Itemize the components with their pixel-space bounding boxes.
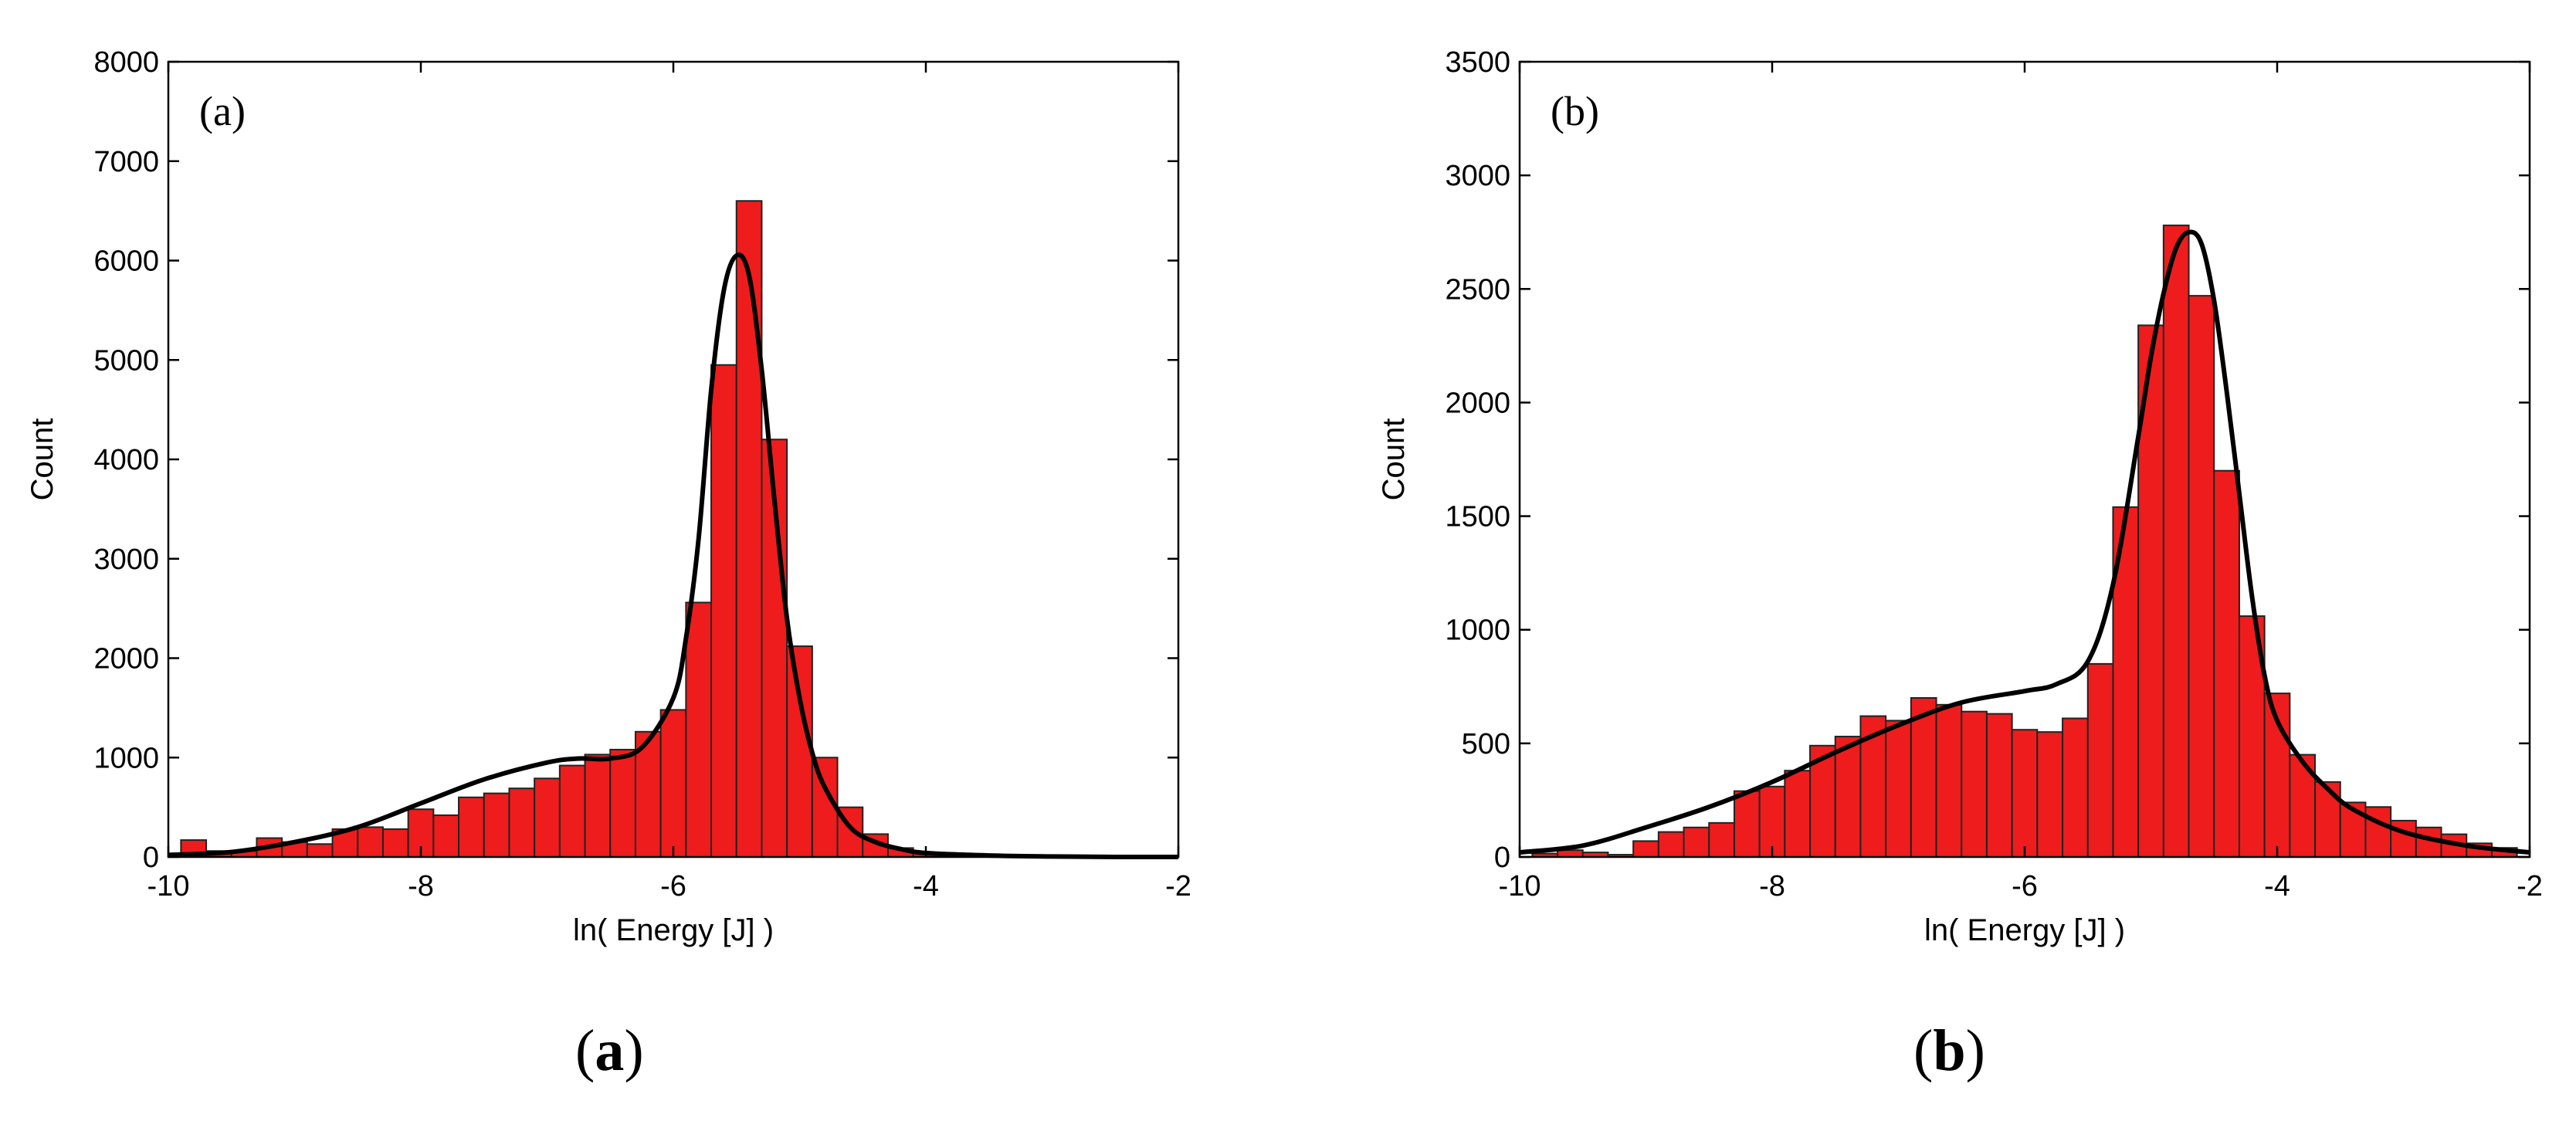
histogram-bar bbox=[2364, 806, 2392, 859]
y-tick-label: 1000 bbox=[93, 742, 159, 774]
histogram-bar bbox=[2036, 731, 2064, 859]
y-tick-label: 0 bbox=[1494, 842, 1510, 874]
histogram-bar bbox=[381, 828, 409, 858]
x-tick-label: -6 bbox=[660, 870, 686, 903]
y-tick-label: 3500 bbox=[1445, 46, 1510, 79]
histogram-bar bbox=[1733, 790, 1761, 858]
fit-curve bbox=[168, 252, 1178, 860]
y-tick-label: 2500 bbox=[1445, 273, 1510, 306]
x-tick-label: -10 bbox=[1499, 870, 1541, 903]
chart-panel-b: -10 -8 -6 -4 -2 0 500 1000 1500 2000 2500 3000 3500 l… bbox=[1377, 46, 2543, 947]
histogram-bar bbox=[483, 792, 510, 858]
y-tick-label: 4000 bbox=[93, 444, 159, 476]
x-tick-label: -6 bbox=[2012, 870, 2038, 903]
x-axis-label: ln( Energy [J] ) bbox=[573, 913, 774, 947]
histogram-bar bbox=[685, 601, 713, 859]
histogram-bar bbox=[458, 796, 485, 858]
x-tick-label: -8 bbox=[1759, 870, 1785, 903]
histogram-bar bbox=[2213, 469, 2240, 858]
y-tick-label: 2000 bbox=[1445, 387, 1510, 419]
y-tick-label: 8000 bbox=[93, 46, 159, 79]
y-tick-label: 1500 bbox=[1445, 501, 1510, 533]
histogram-bar bbox=[2390, 819, 2417, 859]
panel-label: (a) bbox=[199, 88, 246, 134]
y-tick-label: 500 bbox=[1462, 728, 1510, 760]
histogram-bar bbox=[1758, 785, 1786, 858]
histogram-bar bbox=[1683, 826, 1710, 858]
y-tick-label: 2000 bbox=[93, 643, 159, 676]
histogram-bar bbox=[1557, 849, 1584, 858]
histogram-bar bbox=[357, 826, 384, 858]
panel-label: (b) bbox=[1551, 88, 1599, 134]
histogram-bar bbox=[2011, 729, 2039, 859]
x-tick-label: -8 bbox=[408, 870, 434, 903]
histogram-bar bbox=[508, 787, 536, 858]
y-tick-label: 3000 bbox=[93, 544, 159, 576]
x-tick-label: -4 bbox=[913, 870, 939, 903]
histogram-bar bbox=[1910, 697, 1937, 858]
chart-panel-a: -10 -8 -6 -4 -2 0 1000 2000 3000 4000 5000 6000 7000… bbox=[25, 46, 1191, 947]
histogram-bar bbox=[1657, 831, 1685, 858]
histogram-bar bbox=[1834, 736, 1862, 858]
histogram-bar bbox=[584, 754, 612, 859]
histogram-bar bbox=[432, 814, 460, 859]
histogram-bar bbox=[2062, 717, 2089, 858]
histogram-bar bbox=[1784, 770, 1812, 859]
fit-curve bbox=[1519, 229, 2530, 855]
x-tick-label: -2 bbox=[1165, 870, 1191, 903]
x-tick-label: -10 bbox=[147, 870, 190, 903]
histogram-bar bbox=[609, 748, 636, 859]
x-axis-label: ln( Energy [J] ) bbox=[1924, 913, 2125, 947]
histogram-bar bbox=[558, 764, 586, 858]
histogram-bar bbox=[1985, 713, 2013, 858]
histogram-bar bbox=[634, 730, 662, 859]
caption-b: (b) bbox=[1913, 1018, 1985, 1083]
histogram-bar bbox=[2162, 224, 2190, 858]
histogram-bar bbox=[659, 709, 687, 859]
y-tick-label: 1000 bbox=[1445, 615, 1510, 647]
y-axis-label: Count bbox=[1377, 418, 1411, 501]
histogram-bar bbox=[710, 364, 737, 858]
histogram-bar bbox=[1708, 821, 1735, 859]
histogram-bar bbox=[786, 645, 813, 858]
y-axis-label: Count bbox=[25, 418, 59, 501]
histogram-bar bbox=[306, 843, 334, 858]
caption-a: (a) bbox=[575, 1018, 644, 1083]
x-tick-label: -2 bbox=[2517, 870, 2543, 903]
histogram-bar bbox=[1961, 710, 1988, 859]
y-tick-label: 0 bbox=[143, 842, 159, 874]
y-tick-label: 7000 bbox=[93, 146, 159, 178]
x-tick-label: -4 bbox=[2264, 870, 2290, 903]
y-tick-label: 3000 bbox=[1445, 160, 1510, 192]
histogram-bar bbox=[1885, 720, 1912, 859]
histogram-bar bbox=[1935, 703, 1963, 858]
histogram-bar bbox=[534, 777, 561, 858]
histogram-bar bbox=[2188, 295, 2215, 859]
y-tick-label: 6000 bbox=[93, 246, 159, 278]
histogram-bar bbox=[2314, 781, 2341, 859]
histogram-bar bbox=[1632, 840, 1659, 859]
histogram-bar bbox=[2086, 662, 2114, 858]
histogram-bar bbox=[735, 200, 763, 858]
y-tick-label: 5000 bbox=[93, 344, 159, 377]
